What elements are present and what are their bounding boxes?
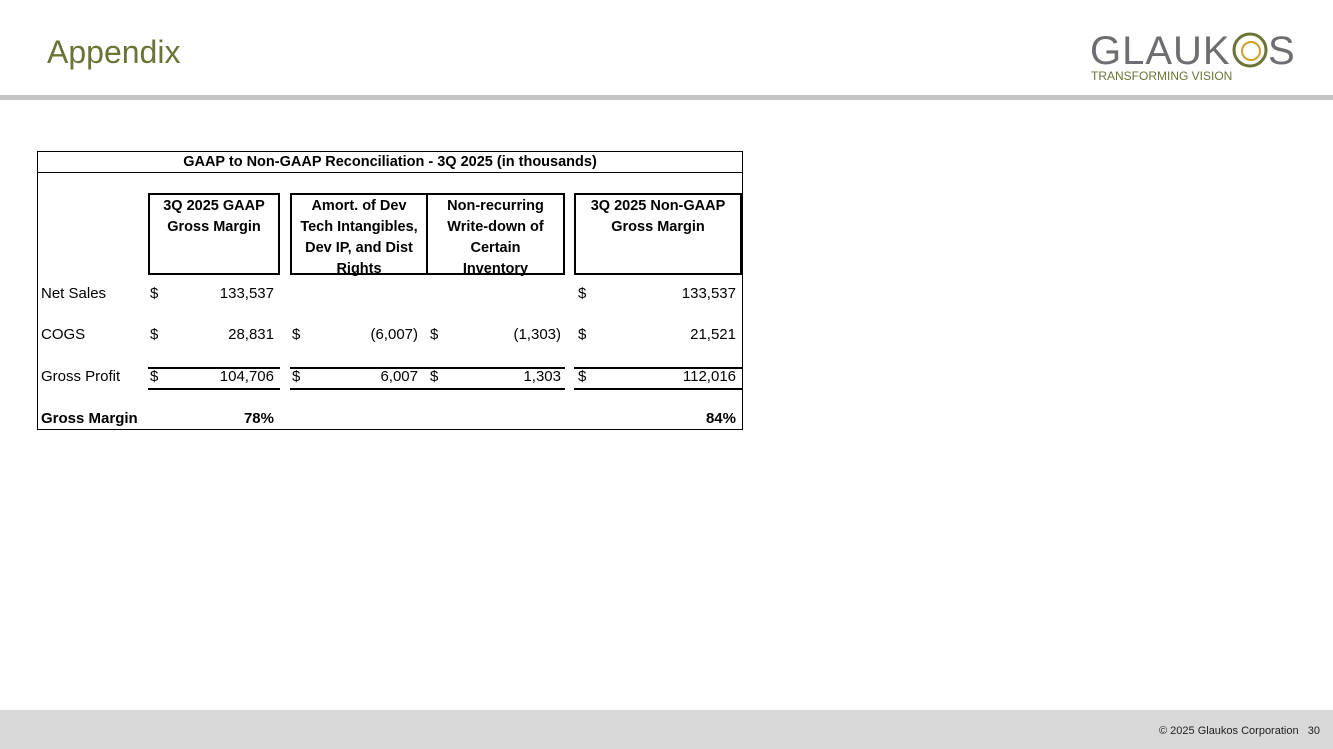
svg-text:TRANSFORMING VISION: TRANSFORMING VISION bbox=[1091, 69, 1232, 83]
footer-text: © 2025 Glaukos Corporation 30 bbox=[1159, 725, 1320, 737]
table-cell: $21,521 bbox=[578, 326, 736, 343]
svg-text:S: S bbox=[1268, 29, 1295, 73]
header-divider bbox=[0, 95, 1333, 100]
glaukos-logo: GLAUK S TRANSFORMING VISION bbox=[1090, 28, 1300, 88]
currency: $ bbox=[150, 368, 159, 385]
row-label: Gross Profit bbox=[41, 368, 121, 385]
column-header: 3Q 2025 Non-GAAP Gross Margin bbox=[574, 193, 742, 275]
currency: $ bbox=[292, 368, 301, 385]
table-title: GAAP to Non-GAAP Reconciliation - 3Q 202… bbox=[38, 152, 742, 173]
table-cell: $ (1,303) bbox=[430, 326, 561, 343]
currency: $ bbox=[430, 368, 439, 385]
rule bbox=[148, 388, 280, 390]
column-header: Amort. of Dev Tech Intangibles, Dev IP, … bbox=[290, 193, 428, 277]
currency: $ bbox=[578, 285, 587, 302]
row-label: Gross Margin bbox=[41, 410, 138, 427]
currency: $ bbox=[578, 326, 587, 343]
page-number: 30 bbox=[1307, 725, 1320, 737]
value: 1,303 bbox=[523, 368, 561, 385]
table-cell: $28,831 bbox=[150, 326, 274, 343]
rule bbox=[574, 367, 742, 369]
table-cell: 78% bbox=[150, 410, 274, 427]
rule bbox=[574, 388, 742, 390]
value: 28,831 bbox=[228, 326, 274, 343]
table-cell: $112,016 bbox=[578, 368, 736, 385]
currency: $ bbox=[578, 368, 587, 385]
currency: $ bbox=[430, 326, 439, 343]
table-cell: $6,007 bbox=[292, 368, 418, 385]
value: (1,303) bbox=[513, 326, 561, 343]
table-cell: $133,537 bbox=[150, 285, 274, 302]
row-label: COGS bbox=[41, 326, 86, 343]
value: 104,706 bbox=[219, 368, 274, 385]
row-label: Net Sales bbox=[41, 285, 107, 302]
currency: $ bbox=[150, 285, 159, 302]
currency: $ bbox=[150, 326, 159, 343]
value: 133,537 bbox=[219, 285, 274, 302]
reconciliation-table: GAAP to Non-GAAP Reconciliation - 3Q 202… bbox=[37, 151, 743, 430]
value: 78% bbox=[243, 410, 274, 427]
value: 84% bbox=[705, 410, 736, 427]
rule bbox=[290, 388, 565, 390]
table-cell: $1,303 bbox=[430, 368, 561, 385]
column-header: Non-recurring Write-down of Certain Inve… bbox=[426, 193, 565, 277]
table-cell: $104,706 bbox=[150, 368, 274, 385]
value: 112,016 bbox=[682, 368, 736, 385]
table-cell: $ (6,007) bbox=[292, 326, 418, 343]
rule bbox=[148, 367, 280, 369]
table-cell: $133,537 bbox=[578, 285, 736, 302]
currency: $ bbox=[292, 326, 301, 343]
value: (6,007) bbox=[370, 326, 418, 343]
page-title: Appendix bbox=[47, 34, 181, 70]
value: 21,521 bbox=[690, 326, 736, 343]
value: 6,007 bbox=[380, 368, 418, 385]
table-cell: 84% bbox=[578, 410, 736, 427]
svg-text:GLAUK: GLAUK bbox=[1090, 29, 1231, 73]
rule bbox=[290, 367, 565, 369]
copyright: © 2025 Glaukos Corporation bbox=[1159, 725, 1299, 737]
column-header: 3Q 2025 GAAP Gross Margin bbox=[148, 193, 280, 275]
footer-bar bbox=[0, 710, 1333, 749]
value: 133,537 bbox=[681, 285, 736, 302]
